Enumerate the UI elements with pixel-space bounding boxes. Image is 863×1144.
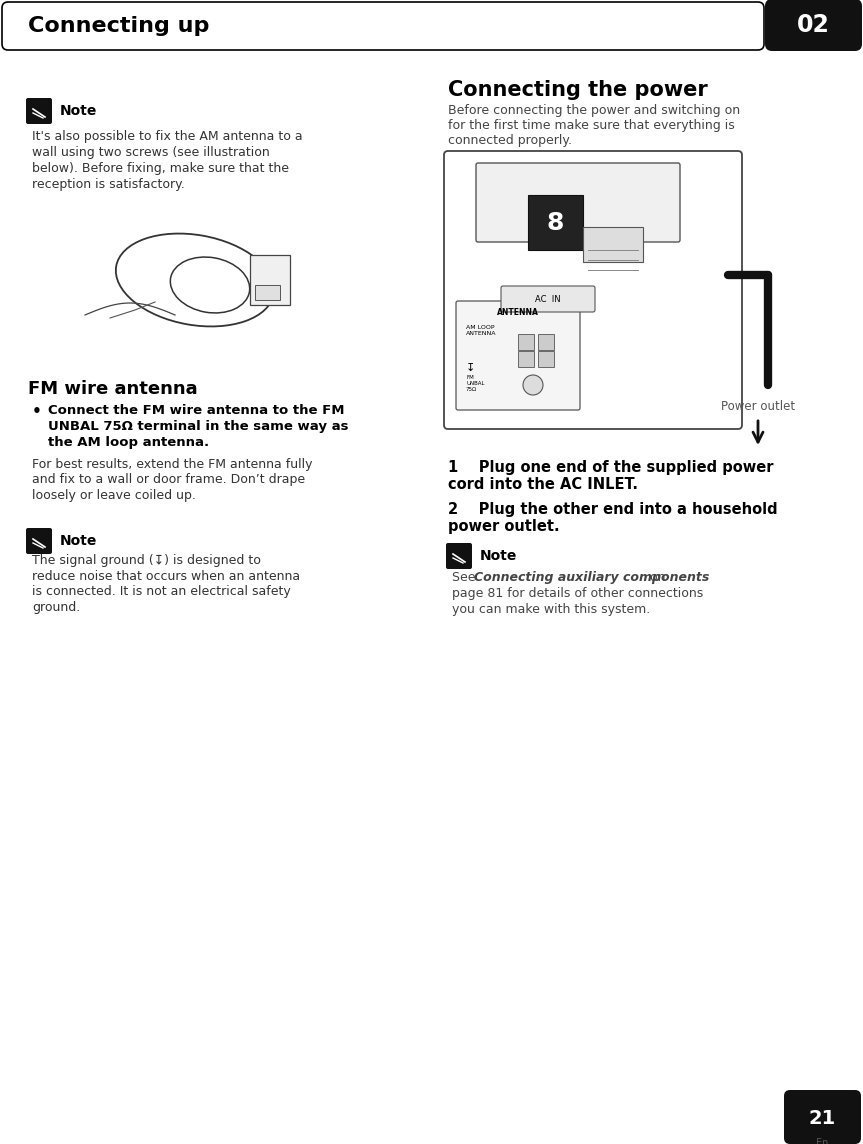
Text: Note: Note [480, 549, 518, 563]
Text: reception is satisfactory.: reception is satisfactory. [32, 178, 185, 191]
Text: ANTENNA: ANTENNA [497, 308, 539, 317]
Text: the AM loop antenna.: the AM loop antenna. [48, 436, 209, 448]
Bar [538, 334, 554, 350]
Text: AM LOOP
ANTENNA: AM LOOP ANTENNA [466, 325, 496, 336]
Text: For best results, extend the FM antenna fully: For best results, extend the FM antenna … [32, 458, 312, 471]
FancyBboxPatch shape [784, 1090, 861, 1144]
FancyBboxPatch shape [26, 529, 52, 554]
Text: and fix to a wall or door frame. Don’t drape: and fix to a wall or door frame. Don’t d… [32, 474, 306, 486]
FancyBboxPatch shape [476, 162, 680, 243]
Text: on: on [646, 571, 665, 583]
FancyBboxPatch shape [444, 151, 742, 429]
Text: cord into the AC INLET.: cord into the AC INLET. [448, 477, 638, 492]
Bar [518, 351, 534, 367]
Text: Connecting the power: Connecting the power [448, 80, 708, 100]
Text: loosely or leave coiled up.: loosely or leave coiled up. [32, 488, 196, 502]
Text: below). Before fixing, make sure that the: below). Before fixing, make sure that th… [32, 162, 289, 175]
Text: See: See [452, 571, 480, 583]
Text: FM
UNBAL
75Ω: FM UNBAL 75Ω [466, 375, 484, 392]
Text: AC  IN: AC IN [535, 294, 561, 303]
Text: En: En [816, 1138, 828, 1144]
Bar [255, 285, 280, 300]
Text: Power outlet: Power outlet [721, 400, 795, 413]
Text: ↧: ↧ [466, 363, 476, 373]
Text: 8: 8 [546, 210, 564, 235]
FancyBboxPatch shape [456, 301, 580, 410]
Text: ground.: ground. [32, 601, 80, 613]
FancyBboxPatch shape [765, 0, 862, 51]
Text: 1    Plug one end of the supplied power: 1 Plug one end of the supplied power [448, 460, 773, 475]
Text: Connecting up: Connecting up [28, 16, 210, 35]
Circle shape [523, 375, 543, 395]
Text: power outlet.: power outlet. [448, 519, 559, 534]
Text: Before connecting the power and switching on: Before connecting the power and switchin… [448, 104, 740, 117]
Text: reduce noise that occurs when an antenna: reduce noise that occurs when an antenna [32, 570, 300, 582]
Text: page 81 for details of other connections: page 81 for details of other connections [452, 587, 703, 599]
Text: is connected. It is not an electrical safety: is connected. It is not an electrical sa… [32, 585, 291, 598]
Bar [528, 194, 583, 251]
Text: The signal ground (↧) is designed to: The signal ground (↧) is designed to [32, 554, 261, 567]
FancyBboxPatch shape [446, 543, 472, 569]
Text: Connecting auxiliary components: Connecting auxiliary components [474, 571, 709, 583]
Text: you can make with this system.: you can make with this system. [452, 603, 650, 615]
Text: It's also possible to fix the AM antenna to a: It's also possible to fix the AM antenna… [32, 130, 303, 143]
Text: 21: 21 [809, 1109, 835, 1128]
Text: FM wire antenna: FM wire antenna [28, 380, 198, 398]
Bar [518, 334, 534, 350]
Text: Note: Note [60, 534, 98, 548]
FancyBboxPatch shape [26, 98, 52, 124]
Text: Note: Note [60, 104, 98, 118]
Text: 2    Plug the other end into a household: 2 Plug the other end into a household [448, 502, 778, 517]
Bar [250, 255, 290, 305]
Text: UNBAL 75Ω terminal in the same way as: UNBAL 75Ω terminal in the same way as [48, 420, 349, 432]
Bar [538, 351, 554, 367]
Text: Connect the FM wire antenna to the FM: Connect the FM wire antenna to the FM [48, 404, 344, 418]
Text: 02: 02 [797, 13, 829, 37]
FancyBboxPatch shape [501, 286, 595, 312]
Bar [583, 227, 643, 262]
Text: for the first time make sure that everything is: for the first time make sure that everyt… [448, 119, 734, 132]
Text: wall using two screws (see illustration: wall using two screws (see illustration [32, 146, 270, 159]
FancyBboxPatch shape [2, 2, 764, 50]
Text: connected properly.: connected properly. [448, 134, 572, 146]
Text: •: • [32, 404, 42, 419]
